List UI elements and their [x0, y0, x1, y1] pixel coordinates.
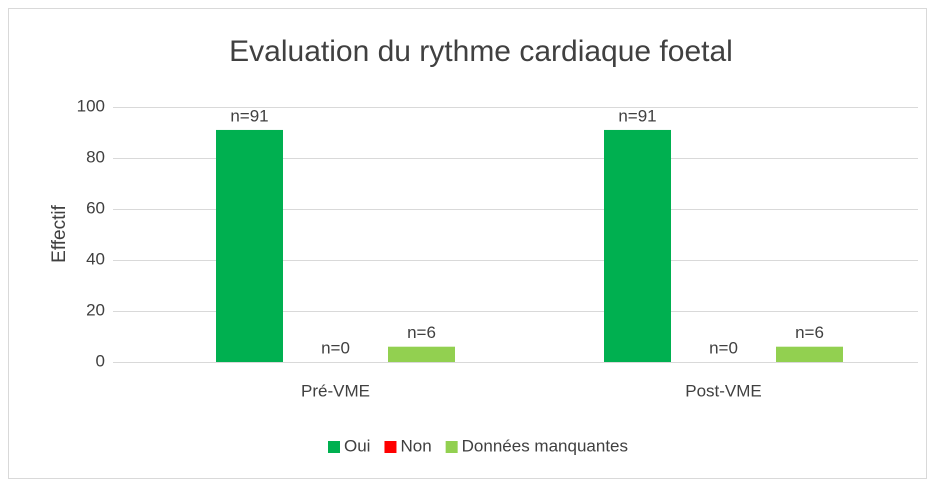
- bar: [388, 346, 455, 362]
- data-label: n=0: [321, 338, 350, 357]
- data-label: n=91: [230, 106, 268, 125]
- legend-label: Oui: [344, 436, 370, 455]
- y-axis-label: Effectif: [49, 204, 70, 262]
- chart-border: [8, 8, 927, 479]
- y-tick-label: 40: [86, 249, 105, 268]
- y-tick-label: 0: [96, 351, 105, 370]
- bar: [216, 129, 283, 362]
- x-tick-label: Pré-VME: [301, 381, 370, 400]
- y-tick-label: 100: [77, 96, 105, 115]
- y-tick-label: 20: [86, 300, 105, 319]
- chart-title: Evaluation du rythme cardiaque foetal: [229, 35, 733, 68]
- legend-label: Non: [400, 436, 431, 455]
- data-label: n=0: [709, 338, 738, 357]
- data-label: n=6: [795, 323, 824, 342]
- legend-swatch: [445, 441, 458, 453]
- legend-label: Données manquantes: [462, 436, 628, 455]
- x-tick-label: Post-VME: [685, 381, 762, 400]
- bar: [604, 129, 671, 362]
- legend-swatch: [328, 441, 340, 453]
- data-label: n=91: [618, 106, 656, 125]
- y-tick-label: 60: [86, 198, 105, 217]
- legend-swatch: [384, 441, 397, 453]
- bar: [776, 346, 843, 362]
- y-tick-label: 80: [86, 147, 105, 166]
- data-label: n=6: [407, 323, 436, 342]
